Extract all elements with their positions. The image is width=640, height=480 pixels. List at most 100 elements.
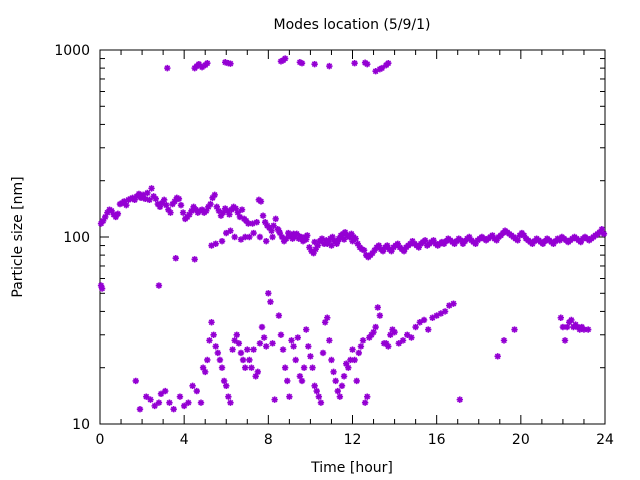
data-point-core — [214, 205, 219, 209]
data-point-core — [386, 344, 391, 349]
data-point-core — [220, 239, 224, 243]
x-tick-label: 16 — [428, 432, 446, 448]
data-point-core — [559, 315, 563, 320]
data-point-core — [205, 358, 210, 362]
data-point-core — [490, 233, 495, 238]
y-axis-label: Particle size [nm] — [10, 176, 26, 297]
data-point-core — [291, 232, 296, 236]
data-point-core — [264, 239, 269, 243]
data-point-core — [331, 370, 336, 374]
data-point-core — [243, 235, 247, 239]
data-point-core — [124, 203, 129, 207]
data-point-core — [157, 400, 161, 405]
data-point-core — [283, 365, 287, 370]
data-point-core — [216, 351, 220, 355]
data-point-core — [395, 241, 400, 246]
data-point-core — [272, 397, 277, 402]
data-point-core — [122, 199, 126, 204]
data-point-core — [168, 210, 173, 215]
data-point-core — [381, 249, 385, 253]
data-point-core — [141, 193, 145, 197]
data-point-core — [451, 301, 456, 306]
data-point-core — [186, 400, 191, 405]
data-point-core — [401, 338, 405, 343]
data-point-core — [512, 327, 517, 332]
data-point-core — [304, 237, 309, 242]
data-point-core — [259, 199, 263, 204]
data-point-core — [434, 313, 439, 318]
data-point-core — [213, 241, 218, 246]
data-point-core — [422, 318, 426, 322]
data-point-core — [239, 237, 243, 242]
data-point-core — [137, 192, 141, 196]
data-point-core — [187, 212, 192, 217]
data-point-core — [234, 332, 239, 337]
data-point-core — [354, 379, 359, 383]
data-point-core — [245, 347, 250, 352]
data-point-core — [495, 354, 500, 359]
data-point-core — [213, 344, 218, 349]
data-point-core — [270, 341, 275, 346]
data-point-core — [311, 251, 316, 255]
data-point-core — [100, 286, 104, 291]
data-point-core — [144, 394, 149, 399]
data-point-core — [171, 407, 176, 411]
data-point-core — [389, 249, 394, 253]
data-point-core — [373, 69, 378, 74]
data-point-core — [173, 256, 178, 261]
data-point-core — [319, 400, 323, 405]
data-point-core — [192, 257, 197, 262]
data-point-core — [352, 358, 357, 362]
data-point-core — [335, 389, 340, 393]
data-point-core — [153, 197, 158, 201]
data-points — [97, 55, 608, 413]
data-point-core — [586, 327, 590, 332]
data-point-core — [365, 394, 370, 399]
data-point-core — [335, 239, 340, 243]
data-point-core — [355, 241, 360, 246]
data-point-core — [207, 338, 212, 343]
data-point-core — [338, 394, 342, 399]
x-axis-label: Time [hour] — [310, 460, 393, 476]
data-point-core — [208, 202, 213, 206]
data-point-core — [443, 309, 447, 314]
data-point-core — [164, 203, 169, 207]
data-point-core — [163, 389, 168, 393]
data-point-core — [217, 209, 221, 213]
y-tick-label: 100 — [63, 230, 90, 246]
data-point-core — [302, 365, 306, 370]
data-point-core — [330, 235, 335, 239]
data-point-core — [261, 213, 265, 218]
data-point-core — [237, 341, 241, 346]
data-point-core — [350, 347, 355, 352]
data-point-core — [375, 305, 380, 310]
data-point-core — [327, 338, 332, 343]
data-point-core — [277, 228, 281, 233]
data-point-core — [426, 327, 431, 332]
data-point-core — [600, 227, 604, 232]
x-tick-label: 12 — [344, 432, 362, 448]
data-point-core — [317, 394, 321, 399]
data-point-core — [157, 283, 161, 288]
data-point-core — [312, 240, 317, 244]
data-point-core — [563, 338, 567, 343]
data-point-core — [182, 404, 186, 408]
data-point-core — [352, 61, 357, 65]
data-point-core — [515, 238, 520, 243]
data-point-core — [178, 394, 182, 399]
data-point-core — [268, 300, 273, 304]
data-point-core — [204, 209, 209, 213]
data-point-core — [306, 344, 311, 349]
data-point-core — [270, 235, 275, 239]
data-point-core — [502, 338, 506, 343]
data-point-core — [342, 237, 346, 242]
data-point-core — [218, 358, 222, 362]
data-point-core — [225, 209, 230, 213]
data-point-core — [386, 61, 391, 65]
data-point-core — [565, 325, 569, 329]
data-point-core — [405, 332, 410, 337]
data-point-core — [172, 199, 177, 204]
data-point-core — [224, 384, 229, 388]
data-point-core — [273, 217, 278, 221]
data-point-core — [269, 228, 274, 233]
